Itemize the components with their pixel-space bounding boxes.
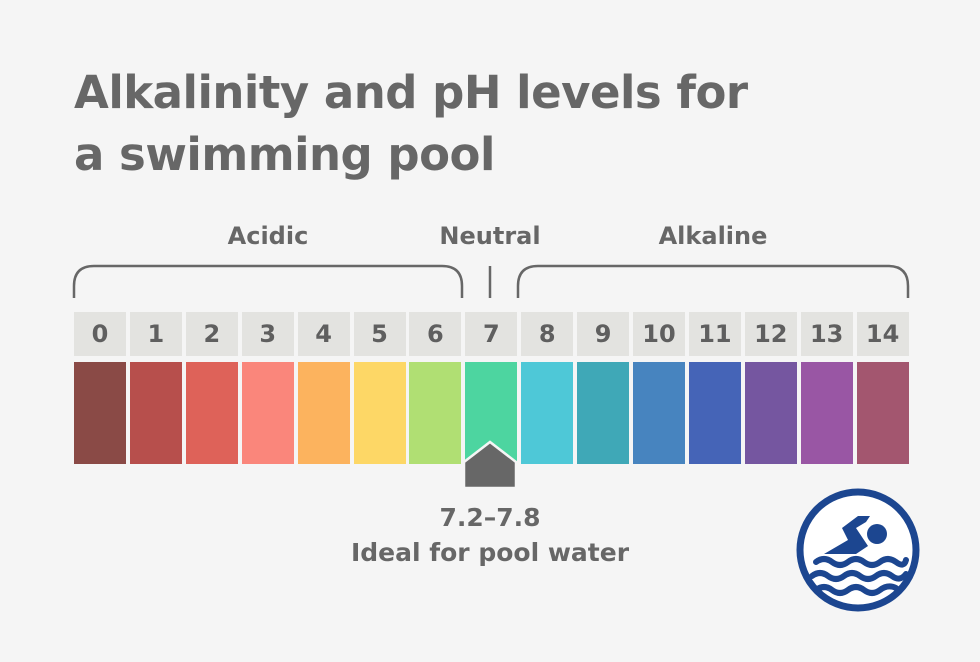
- ph-color-swatch: [241, 362, 294, 464]
- ph-number: 7: [465, 312, 518, 356]
- ph-number: 14: [856, 312, 909, 356]
- alkaline-label: Alkaline: [658, 222, 768, 250]
- ph-color-swatch: [74, 362, 126, 464]
- ph-color-swatch: [800, 362, 853, 464]
- ph-number: 8: [521, 312, 574, 356]
- ideal-range-caption: Ideal for pool water: [350, 538, 630, 567]
- ph-number: 11: [688, 312, 741, 356]
- ph-color-swatch: [633, 362, 685, 464]
- ph-color-swatch: [129, 362, 182, 464]
- title-line-2: a swimming pool: [74, 128, 495, 181]
- ph-color-swatch: [185, 362, 238, 464]
- neutral-label: Neutral: [439, 222, 541, 250]
- title-line-1: Alkalinity and pH levels for: [74, 66, 748, 119]
- ph-number: 3: [241, 312, 294, 356]
- ph-color-swatch: [521, 362, 574, 464]
- ph-number: 10: [633, 312, 685, 356]
- acidic-label: Acidic: [227, 222, 309, 250]
- ph-number: 9: [577, 312, 630, 356]
- swimmer-icon: [796, 488, 920, 612]
- ph-color-swatch: [856, 362, 909, 464]
- ph-number: 0: [74, 312, 126, 356]
- ph-color-swatch: [409, 362, 462, 464]
- ph-number: 4: [297, 312, 350, 356]
- ph-number: 6: [409, 312, 462, 356]
- ph-color-swatch: [688, 362, 741, 464]
- ph-color-swatch: [577, 362, 630, 464]
- ph-color-swatch: [744, 362, 797, 464]
- ph-number: 5: [353, 312, 406, 356]
- ph-color-swatch: [353, 362, 406, 464]
- ph-number: 13: [800, 312, 853, 356]
- ph-number: 2: [185, 312, 238, 356]
- ph-number: 12: [744, 312, 797, 356]
- alkaline-bracket: [516, 264, 910, 298]
- ph-number: 1: [129, 312, 182, 356]
- page-title: Alkalinity and pH levels for a swimming …: [74, 62, 834, 186]
- ph-color-swatch: [297, 362, 350, 464]
- acidic-bracket: [72, 264, 464, 298]
- ideal-range-marker: [462, 440, 518, 490]
- ideal-range-value: 7.2–7.8: [439, 503, 541, 532]
